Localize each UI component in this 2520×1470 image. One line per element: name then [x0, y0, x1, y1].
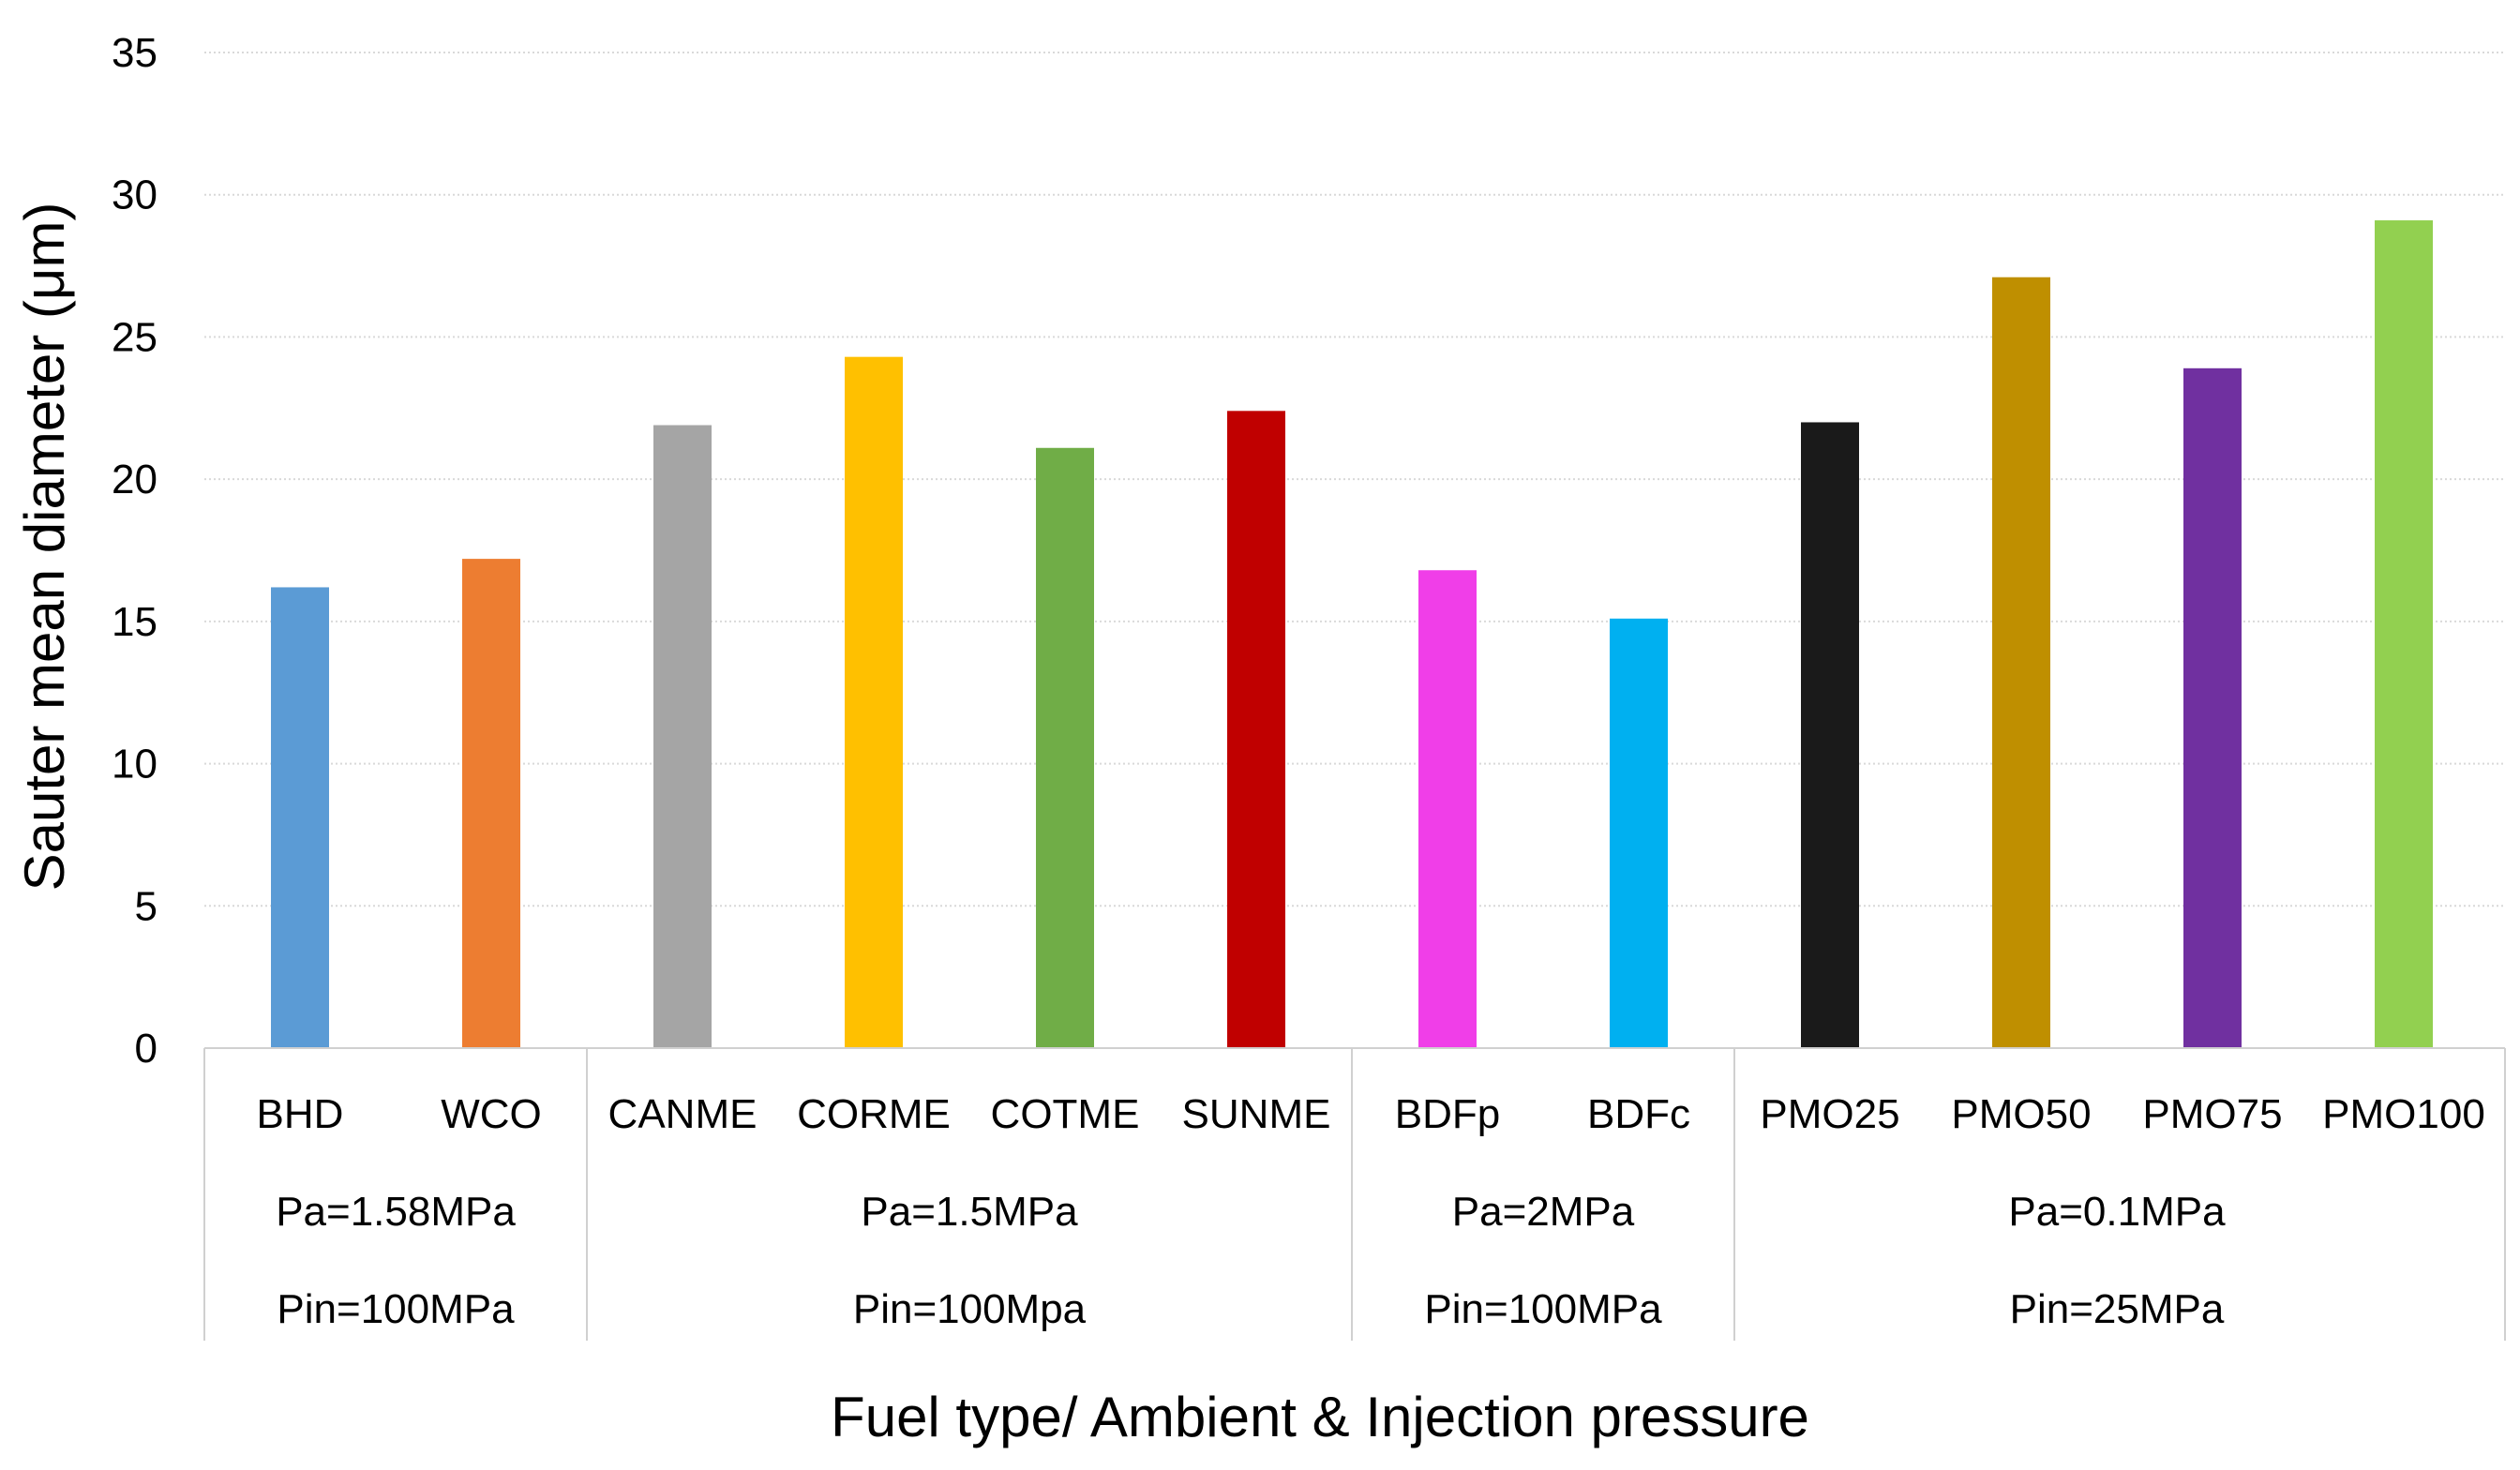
- y-tick-label: 20: [112, 457, 158, 502]
- y-tick-label: 30: [112, 172, 158, 218]
- bar-wco: [462, 559, 520, 1048]
- y-tick-label: 25: [112, 314, 158, 360]
- bar-pmo50: [1992, 277, 2050, 1048]
- category-label: PMO25: [1760, 1091, 1899, 1137]
- category-label: CORME: [797, 1091, 951, 1137]
- y-tick-label: 15: [112, 599, 158, 645]
- bar-cotme: [1036, 447, 1094, 1048]
- group-ambient-pressure: Pa=0.1MPa: [2008, 1189, 2226, 1235]
- bars: [271, 220, 2433, 1049]
- category-label: PMO75: [2142, 1091, 2282, 1137]
- y-tick-label: 5: [135, 883, 158, 929]
- group-labels: Pa=1.58MPa Pin=100MPa Pa=1.5MPa Pin=100Mpa P…: [276, 1189, 2226, 1332]
- bar-pmo25: [1801, 422, 1859, 1048]
- y-axis-title: Sauter mean diameter (μm): [13, 202, 76, 892]
- category-label: PMO50: [1951, 1091, 2091, 1137]
- category-label: BHD: [257, 1091, 344, 1137]
- category-label: WCO: [441, 1091, 542, 1137]
- bar-canme: [653, 425, 712, 1048]
- bar-sunme: [1227, 411, 1285, 1048]
- bar-bdfc: [1610, 618, 1668, 1048]
- gridlines: [204, 52, 2505, 908]
- y-axis-ticks: 0 5 10 15 20 25 30 35: [112, 30, 158, 1072]
- bar-bhd: [271, 587, 329, 1048]
- group-injection-pressure: Pin=100MPa: [277, 1286, 515, 1332]
- group-ambient-pressure: Pa=1.5MPa: [861, 1189, 1078, 1235]
- bar-pmo75: [2183, 368, 2242, 1048]
- bar-pmo100: [2375, 220, 2433, 1049]
- group-injection-pressure: Pin=100MPa: [1424, 1286, 1662, 1332]
- y-tick-label: 10: [112, 742, 158, 788]
- category-label: CANME: [608, 1091, 758, 1137]
- category-label: SUNME: [1182, 1091, 1331, 1137]
- category-labels: BHD WCO CANME CORME COTME SUNME BDFp BDFc PMO25 P…: [257, 1091, 2485, 1137]
- category-label: PMO100: [2322, 1091, 2485, 1137]
- group-injection-pressure: Pin=100Mpa: [853, 1286, 1087, 1332]
- group-ambient-pressure: Pa=2MPa: [1452, 1189, 1635, 1235]
- bar-bdfp: [1418, 570, 1477, 1048]
- category-label: COTME: [991, 1091, 1140, 1137]
- x-axis-title: Fuel type/ Ambient & Injection pressure: [831, 1386, 1809, 1448]
- y-tick-label: 0: [135, 1026, 158, 1072]
- bar-corme: [845, 356, 903, 1048]
- category-label: BDFc: [1587, 1091, 1690, 1137]
- x-axis: [203, 1047, 2506, 1341]
- group-ambient-pressure: Pa=1.58MPa: [276, 1189, 516, 1235]
- y-tick-label: 35: [112, 30, 158, 76]
- category-label: BDFp: [1395, 1091, 1500, 1137]
- group-injection-pressure: Pin=25MPa: [2010, 1286, 2225, 1332]
